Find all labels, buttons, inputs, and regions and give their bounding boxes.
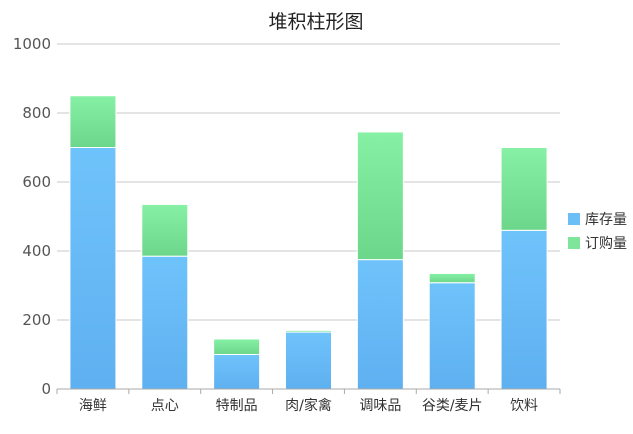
y-tick-label: 1000: [13, 35, 51, 53]
bar-segment: [285, 331, 332, 390]
chart-title: 堆积柱形图: [268, 11, 363, 33]
bar-segment: [500, 147, 548, 231]
bar-segment: [428, 282, 476, 390]
bar-segment: [213, 354, 261, 390]
y-tick-label: 0: [41, 380, 51, 398]
bar-segment: [69, 95, 117, 148]
x-tick-label: 点心: [151, 398, 179, 414]
x-tick-label: 肉/家禽: [285, 397, 332, 414]
bar-segment: [213, 338, 261, 356]
legend-label: 订购量: [585, 236, 627, 252]
x-tick-label: 特制品: [216, 398, 258, 414]
y-tick-label: 800: [22, 104, 51, 122]
bar-segment: [356, 259, 404, 390]
bar-segment: [356, 131, 404, 261]
legend-swatch: [568, 213, 580, 225]
x-tick-label: 海鲜: [79, 398, 107, 414]
legend-label: 库存量: [585, 212, 627, 228]
bar-segment: [141, 203, 189, 257]
x-tick-label: 调味品: [359, 398, 401, 414]
y-tick-label: 600: [22, 173, 51, 191]
x-tick-label: 谷类/麦片: [422, 398, 483, 414]
bar-segment: [428, 272, 476, 284]
x-tick-label: 饮料: [510, 398, 538, 414]
y-tick-label: 200: [22, 311, 51, 329]
bar-segment: [285, 329, 332, 333]
legend-swatch: [568, 237, 580, 249]
bar-segment: [500, 229, 548, 390]
y-tick-label: 400: [22, 242, 51, 260]
bar-segment: [141, 255, 189, 390]
bar-segment: [69, 147, 117, 390]
